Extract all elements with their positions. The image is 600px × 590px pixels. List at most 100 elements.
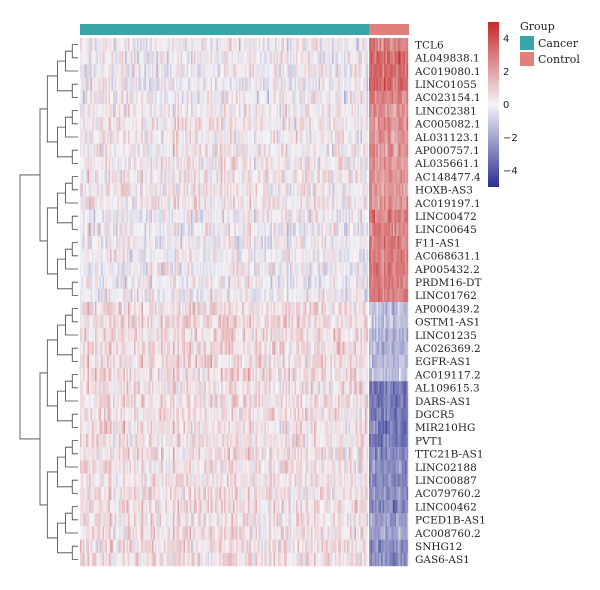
heatmap-cell [177, 143, 180, 157]
heatmap-cell [143, 249, 145, 263]
heatmap-cell [171, 209, 174, 223]
heatmap-cell [218, 236, 220, 250]
heatmap-cell [186, 288, 189, 303]
heatmap-cell [167, 183, 169, 197]
heatmap-cell [143, 117, 145, 131]
heatmap-cell [153, 249, 156, 263]
heatmap-cell [129, 288, 132, 303]
heatmap-cell [117, 183, 120, 197]
heatmap-cell [200, 130, 202, 144]
heatmap-cell [221, 143, 223, 157]
heatmap-cell [212, 64, 214, 78]
heatmap-cell [161, 77, 163, 91]
heatmap-cell [168, 117, 171, 131]
heatmap-cell [90, 170, 93, 184]
heatmap-cell [216, 354, 219, 369]
heatmap-cell [174, 183, 177, 197]
heatmap-cell [218, 275, 220, 289]
heatmap-cell [209, 209, 211, 223]
heatmap-cell [209, 420, 211, 435]
heatmap-cell [90, 513, 93, 527]
heatmap-cell [252, 539, 255, 553]
heatmap-cell [105, 249, 108, 263]
heatmap-cell [234, 500, 237, 514]
heatmap-cell [212, 328, 214, 342]
heatmap-cell [156, 328, 159, 342]
heatmap-cell [248, 170, 250, 184]
heatmap-cell [107, 315, 109, 329]
heatmap-cell [249, 434, 252, 448]
heatmap-cell [149, 222, 151, 237]
heatmap-cell [135, 77, 138, 91]
heatmap-cell [177, 183, 180, 197]
heatmap-cell [108, 460, 111, 474]
heatmap-cell [213, 143, 216, 157]
heatmap-cell [210, 420, 213, 435]
heatmap-cell [144, 130, 147, 144]
heatmap-cell [167, 473, 169, 487]
heatmap-cell [246, 447, 249, 461]
heatmap-cell [102, 341, 105, 355]
heatmap-cell [186, 513, 189, 527]
heatmap-cell [173, 130, 175, 144]
heatmap-cell [207, 117, 210, 131]
heatmap-cell [245, 552, 247, 567]
heatmap-cell [191, 354, 193, 369]
heatmap-cell [107, 104, 109, 118]
heatmap-cell [99, 328, 102, 342]
heatmap-cell [249, 249, 252, 263]
heatmap-cell [152, 315, 154, 329]
heatmap-cell [179, 328, 181, 342]
heatmap-cell [231, 90, 234, 105]
heatmap-cell [260, 275, 262, 289]
heatmap-cell [212, 143, 214, 157]
heatmap-cell [212, 90, 214, 105]
heatmap-cell [156, 196, 159, 210]
heatmap-cell [221, 249, 223, 263]
heatmap-cell [150, 209, 153, 223]
heatmap-cell [234, 354, 237, 369]
heatmap-cell [137, 90, 139, 105]
heatmap-cell [116, 394, 118, 408]
heatmap-cell [230, 156, 232, 171]
heatmap-cell [243, 51, 246, 65]
heatmap-cell [264, 460, 267, 474]
heatmap-cell [158, 407, 160, 421]
heatmap-cell [161, 117, 163, 131]
heatmap-cell [113, 420, 115, 435]
heatmap-cell [159, 130, 162, 144]
heatmap-cell [198, 526, 201, 540]
heatmap-cell [140, 420, 142, 435]
heatmap-cell [219, 381, 222, 395]
heatmap-cell [248, 130, 250, 144]
heatmap-cell [171, 143, 174, 157]
heatmap-cell [185, 381, 187, 395]
heatmap-cell [104, 38, 106, 52]
heatmap-cell [254, 236, 256, 250]
heatmap-cell [134, 222, 136, 237]
heatmap-cell [234, 249, 237, 263]
heatmap-cell [258, 104, 261, 118]
heatmap-cell [176, 77, 178, 91]
heatmap-cell [212, 473, 214, 487]
heatmap-cell [228, 354, 231, 369]
heatmap-cell [114, 539, 117, 553]
heatmap-cell [87, 64, 90, 78]
heatmap-cell [149, 302, 151, 316]
heatmap-cell [123, 275, 126, 289]
heatmap-cell [264, 249, 267, 263]
heatmap-cell [158, 486, 160, 501]
heatmap-cell [153, 196, 156, 210]
heatmap-cell [185, 473, 187, 487]
heatmap-cell [129, 302, 132, 316]
heatmap-cell [86, 38, 88, 52]
heatmap-cell [171, 77, 174, 91]
heatmap-cell [242, 473, 244, 487]
heatmap-cell [182, 341, 184, 355]
heatmap-cell [182, 513, 184, 527]
heatmap-cell [248, 539, 250, 553]
heatmap-cell [240, 460, 243, 474]
heatmap-cell [119, 315, 121, 329]
heatmap-cell [257, 328, 259, 342]
heatmap-cell [245, 447, 247, 461]
